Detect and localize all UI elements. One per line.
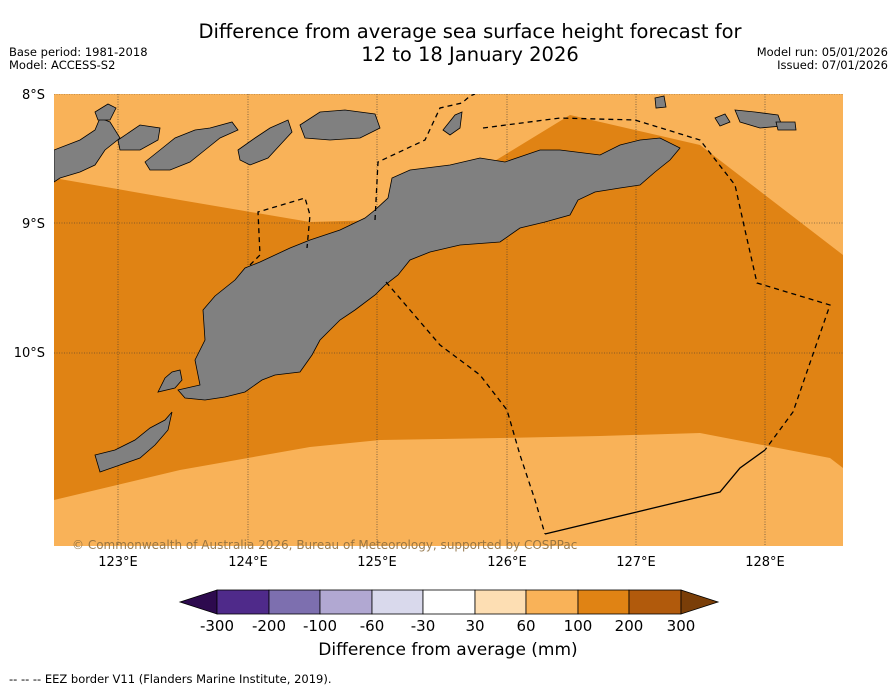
colorbar-tick-label: 100 (564, 617, 593, 635)
longitude-labels: 123°E 124°E 125°E 126°E 127°E 128°E (98, 555, 785, 570)
meta-left: Base period: 1981-2018 Model: ACCESS-S2 (9, 46, 148, 72)
colorbar-segment-9 (628, 589, 682, 615)
colorbar-segment-7 (525, 589, 579, 615)
wetar-west (144, 121, 239, 171)
lat-label-9s: 9°S (22, 217, 45, 232)
colorbar (178, 589, 720, 615)
title-line-1: Difference from average sea surface heig… (198, 20, 742, 43)
lon-label-128e: 128°E (745, 555, 785, 570)
meta-right: Model run: 05/01/2026 Issued: 07/01/2026 (757, 46, 888, 72)
lon-label-124e: 124°E (228, 555, 268, 570)
colorbar-below-min (178, 589, 218, 615)
kisar-island (442, 111, 463, 136)
colorbar-segment-6 (474, 589, 527, 615)
model-run-label: Model run: 05/01/2026 (756, 45, 888, 59)
colorbar-segment-5 (422, 589, 476, 615)
alor-island (54, 117, 121, 183)
colorbar-segment-8 (577, 589, 630, 615)
eez-footnote: -- -- -- EEZ border V11 (Flanders Marine… (9, 672, 332, 686)
colorbar-title: Difference from average (mm) (318, 640, 578, 660)
model-label: Model: ACCESS-S2 (9, 58, 116, 72)
map-plot-area (54, 94, 843, 546)
colorbar-tick-labels: -300 -200 -100 -60 -30 30 60 100 200 300 (200, 617, 695, 635)
colorbar-tick-label: -300 (200, 617, 234, 635)
colorbar-tick-label: 300 (667, 617, 696, 635)
colorbar-above-max (680, 589, 720, 615)
timor-island (177, 137, 681, 401)
lon-label-123e: 123°E (98, 555, 138, 570)
lon-label-127e: 127°E (616, 555, 656, 570)
colorbar-tick-label: -100 (303, 617, 337, 635)
copyright-notice: © Commonwealth of Australia 2026, Bureau… (72, 538, 578, 552)
colorbar-segment-4 (371, 589, 424, 615)
romang-island (299, 109, 381, 141)
colorbar-segment-2 (268, 589, 321, 615)
lat-label-10s: 10°S (14, 346, 45, 361)
colorbar-tick-label: 200 (615, 617, 644, 635)
lakor-island (654, 95, 667, 109)
colorbar-tick-label: -200 (252, 617, 286, 635)
lon-label-125e: 125°E (357, 555, 397, 570)
eez-border-solid (544, 449, 766, 535)
colorbar-tick-label: -60 (360, 617, 385, 635)
pantar-island (117, 124, 161, 151)
wetar-island (237, 119, 293, 166)
base-period-label: Base period: 1981-2018 (9, 45, 148, 59)
colorbar-tick-label: -30 (411, 617, 436, 635)
colorbar-segment-1 (216, 589, 270, 615)
map-title: Difference from average sea surface heig… (0, 20, 896, 66)
lon-label-126e: 126°E (487, 555, 527, 570)
rote-island (94, 411, 173, 473)
colorbar-tick-label: 60 (516, 617, 535, 635)
lat-label-8s: 8°S (22, 88, 45, 103)
semau-island (157, 369, 183, 393)
latitude-labels: 8°S 9°S 10°S (14, 88, 45, 361)
small-island-2 (94, 103, 117, 121)
issued-label: Issued: 07/01/2026 (777, 58, 888, 72)
anomaly-band-100-200 (54, 115, 843, 500)
colorbar-segment-3 (319, 589, 373, 615)
small-island-1 (714, 113, 731, 127)
colorbar-tick-label: 30 (465, 617, 484, 635)
land-masses (54, 95, 797, 473)
eez-border (249, 94, 831, 535)
title-line-2: 12 to 18 January 2026 (361, 43, 579, 66)
moa-island (775, 121, 797, 131)
